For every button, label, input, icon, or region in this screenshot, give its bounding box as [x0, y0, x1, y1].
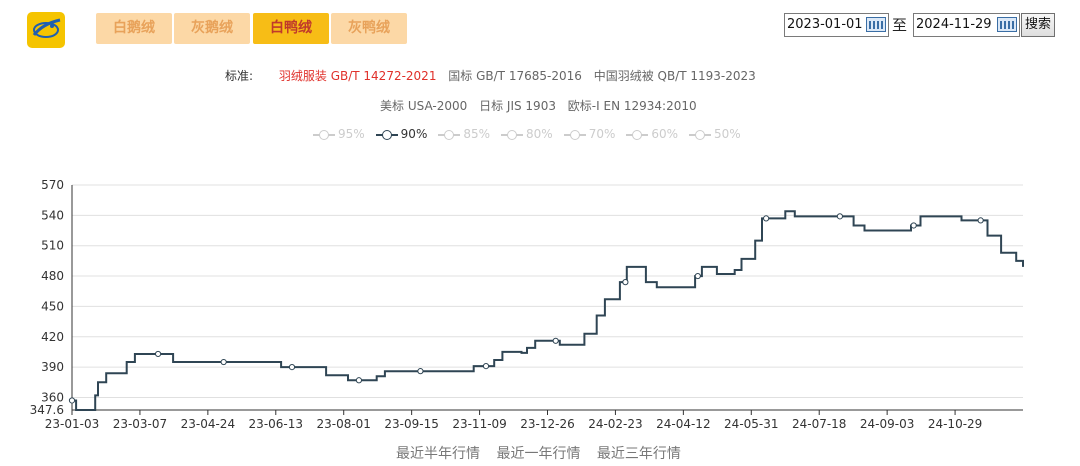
calendar-icon[interactable]	[997, 17, 1017, 32]
standard-link[interactable]: 羽绒服装 GB/T 14272-2021	[278, 69, 437, 83]
x-tick-label: 24-09-03	[860, 417, 914, 431]
legend-label: 90%	[400, 127, 428, 141]
data-point	[910, 222, 917, 229]
x-tick-label: 23-11-09	[452, 417, 506, 431]
legend-label: 50%	[714, 127, 741, 141]
x-tick-label: 23-09-15	[384, 417, 438, 431]
data-point	[622, 279, 629, 286]
calendar-icon[interactable]	[866, 17, 886, 32]
data-point	[68, 397, 76, 404]
data-point	[220, 358, 227, 366]
standard-link[interactable]: 中国羽绒被 QB/T 1193-2023	[593, 69, 756, 83]
half-year-link[interactable]: 最近半年行情	[396, 446, 480, 462]
standard-link[interactable]: 日标 JIS 1903	[479, 99, 556, 113]
legend-item[interactable]: 95%	[313, 127, 365, 141]
y-tick-label: 390	[41, 360, 64, 374]
data-point	[977, 217, 984, 224]
legend-marker-icon	[501, 129, 524, 140]
x-tick-label: 23-01-03	[45, 417, 99, 431]
legend-item[interactable]: 90%	[375, 127, 428, 141]
one-year-link[interactable]: 最近一年行情	[496, 446, 581, 462]
legend-label: 95%	[338, 127, 365, 141]
standards-label: 标准:	[225, 69, 254, 83]
series-line	[72, 210, 1024, 411]
three-year-link[interactable]: 最近三年行情	[596, 446, 681, 462]
y-tick-label: 480	[41, 269, 64, 283]
search-button[interactable]: 搜索	[1021, 13, 1055, 37]
x-tick-label: 23-04-24	[181, 417, 235, 431]
legend-marker-icon	[313, 129, 335, 140]
legend-marker-icon	[438, 129, 461, 140]
data-point	[417, 368, 424, 375]
y-tick-label: 347.6	[30, 403, 64, 417]
y-tick-label: 510	[41, 239, 64, 253]
legend-item[interactable]: 85%	[438, 127, 490, 141]
end-date-input[interactable]: 2024-11-29	[913, 13, 1020, 37]
standard-link[interactable]: 欧标-I EN 12934:2010	[567, 99, 697, 113]
tab-3[interactable]: 白鸭绒	[253, 13, 329, 44]
x-tick-label: 23-03-07	[113, 417, 167, 431]
data-point	[763, 215, 770, 222]
data-point	[552, 337, 559, 344]
legend-marker-icon	[563, 129, 586, 140]
x-tick-label: 24-10-29	[928, 417, 982, 431]
range-shortcuts: 最近半年行情 最近一年行情 最近三年行情	[396, 443, 693, 463]
standards-row-1: 标准: 羽绒服装 GB/T 14272-2021 国标 GB/T 17685-2…	[225, 67, 764, 84]
legend-label: 70%	[588, 127, 616, 141]
y-tick-label: 540	[41, 208, 64, 222]
legend-item[interactable]: 50%	[689, 127, 741, 141]
legend-marker-icon	[375, 129, 398, 140]
x-tick-label: 23-06-13	[249, 417, 303, 431]
legend-label: 80%	[526, 127, 553, 141]
y-tick-label: 570	[41, 178, 64, 192]
legend-item[interactable]: 80%	[501, 127, 553, 141]
data-point	[355, 377, 363, 384]
data-point	[154, 350, 162, 358]
legend-item[interactable]: 70%	[563, 127, 616, 141]
legend-label: 60%	[651, 127, 679, 141]
data-point	[482, 362, 490, 370]
legend-marker-icon	[626, 129, 649, 140]
x-tick-label: 24-02-23	[588, 417, 642, 431]
x-tick-label: 23-08-01	[316, 417, 370, 431]
tab-1[interactable]: 白鹅绒	[96, 13, 172, 44]
x-tick-label: 24-07-18	[792, 417, 846, 431]
data-point	[288, 364, 296, 371]
date-separator: 至	[892, 16, 908, 34]
standard-link[interactable]: 美标 USA-2000	[380, 99, 468, 113]
start-date-value: 2023-01-01	[787, 17, 863, 32]
x-tick-label: 23-12-26	[520, 417, 574, 431]
tab-4[interactable]: 灰鸭绒	[331, 13, 407, 44]
x-tick-label: 24-04-12	[656, 417, 710, 431]
standard-link[interactable]: 国标 GB/T 17685-2016	[448, 69, 582, 83]
chart-legend: 95% 90% 85% 80% 70% 60% 50%	[313, 127, 752, 141]
x-tick-label: 24-05-31	[724, 417, 778, 431]
data-point	[694, 272, 701, 280]
legend-item[interactable]: 60%	[626, 127, 678, 141]
legend-label: 85%	[463, 127, 491, 141]
y-tick-label: 450	[41, 299, 64, 313]
tab-2[interactable]: 灰鹅绒	[174, 13, 250, 44]
legend-marker-icon	[689, 129, 712, 140]
start-date-input[interactable]: 2023-01-01	[784, 13, 889, 37]
end-date-value: 2024-11-29	[916, 17, 992, 32]
site-logo[interactable]	[27, 12, 65, 48]
y-tick-label: 420	[41, 330, 64, 344]
standards-row-2: 美标 USA-2000 日标 JIS 1903 欧标-I EN 12934:20…	[380, 97, 705, 114]
data-point	[836, 213, 844, 220]
y-tick-label: 360	[41, 390, 64, 404]
